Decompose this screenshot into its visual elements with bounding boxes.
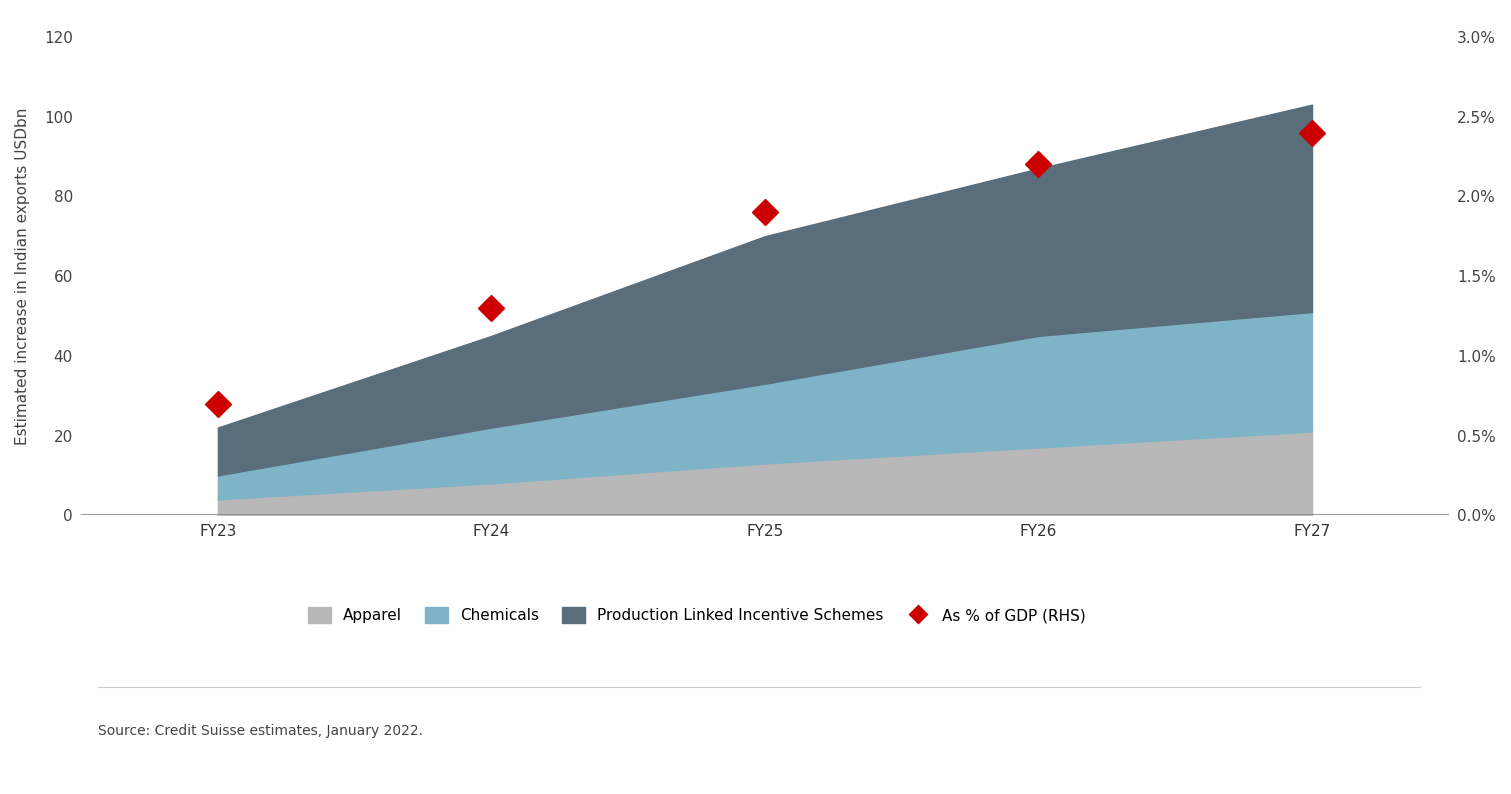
Y-axis label: Estimated increase in Indian exports USDbn: Estimated increase in Indian exports USD… xyxy=(15,107,30,445)
Legend: Apparel, Chemicals, Production Linked Incentive Schemes, As % of GDP (RHS): Apparel, Chemicals, Production Linked In… xyxy=(301,599,1092,630)
Text: Source: Credit Suisse estimates, January 2022.: Source: Credit Suisse estimates, January… xyxy=(98,724,423,738)
